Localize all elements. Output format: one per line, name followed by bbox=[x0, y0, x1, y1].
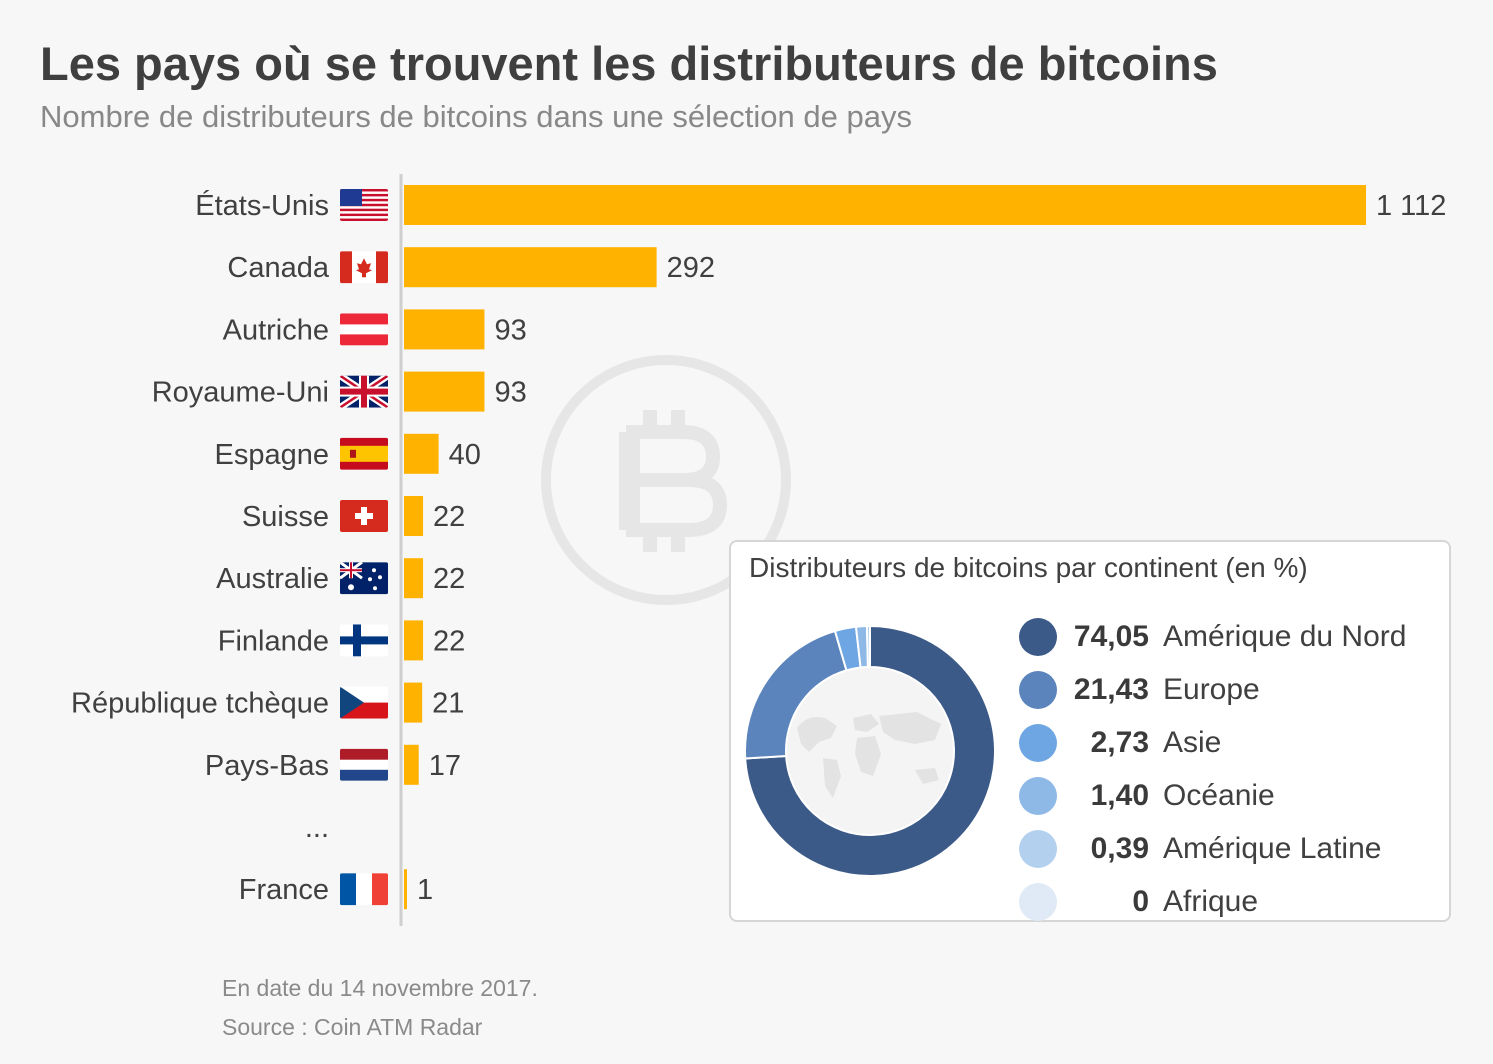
legend-value-amerique-latine: 0,39 bbox=[1090, 831, 1149, 865]
legend-item-amerique-du-nord: 74,05 Amérique du Nord bbox=[1019, 610, 1406, 663]
legend-label-oceanie: Océanie bbox=[1163, 778, 1275, 812]
bar-chart: États-Unis 1 112 Canada 292 Autriche 93 Royaum… bbox=[71, 174, 1446, 926]
flag-fi-icon bbox=[340, 624, 388, 657]
value-label-pays-bas: 17 bbox=[429, 750, 461, 782]
category-label-etats-unis: États-Unis bbox=[195, 189, 329, 222]
category-label-pays-bas: Pays-Bas bbox=[205, 750, 329, 782]
value-label-suisse: 22 bbox=[433, 501, 465, 533]
donut-title: Distributeurs de bitcoins par continent … bbox=[749, 552, 1308, 583]
legend-value-asie: 2,73 bbox=[1090, 725, 1149, 759]
legend-swatch-amerique-latine bbox=[1019, 829, 1057, 868]
value-label-etats-unis: 1 112 bbox=[1376, 190, 1446, 222]
bar-pays-bas bbox=[404, 744, 419, 785]
bar-royaume-uni bbox=[404, 371, 485, 412]
bar-france bbox=[404, 869, 407, 910]
footer-date: En date du 14 novembre 2017. bbox=[222, 975, 538, 1001]
flag-cz-icon bbox=[340, 686, 388, 719]
flag-nl-icon bbox=[340, 748, 388, 781]
value-label-republique-tcheque: 21 bbox=[432, 688, 464, 720]
bar-finlande bbox=[404, 620, 424, 661]
legend-swatch-europe bbox=[1019, 670, 1057, 709]
flag-ca-icon bbox=[340, 251, 388, 284]
legend-item-afrique: 0 Afrique bbox=[1019, 875, 1406, 928]
legend-value-afrique: 0 bbox=[1132, 884, 1149, 918]
legend-label-amerique-latine: Amérique Latine bbox=[1163, 831, 1382, 865]
bar-canada bbox=[404, 247, 657, 288]
value-label-autriche: 93 bbox=[494, 314, 526, 346]
category-label-ellipsis: ... bbox=[305, 812, 329, 844]
value-label-royaume-uni: 93 bbox=[494, 377, 526, 409]
value-label-australie: 22 bbox=[433, 563, 465, 595]
legend-label-amerique-du-nord: Amérique du Nord bbox=[1163, 619, 1407, 653]
world-map-icon bbox=[797, 712, 941, 798]
category-label-republique-tcheque: République tchèque bbox=[71, 688, 329, 720]
legend-item-oceanie: 1,40 Océanie bbox=[1019, 769, 1406, 822]
legend-value-amerique-du-nord: 74,05 bbox=[1073, 619, 1149, 653]
footer-source: Source : Coin ATM Radar bbox=[222, 1014, 483, 1040]
continent-donut-panel: Distributeurs de bitcoins par continent … bbox=[729, 540, 1451, 922]
bar-suisse bbox=[404, 496, 424, 536]
donut-slice-amerique-latine bbox=[865, 626, 871, 669]
category-label-canada: Canada bbox=[227, 252, 329, 284]
bar-republique-tcheque bbox=[404, 682, 423, 723]
legend-label-afrique: Afrique bbox=[1163, 884, 1259, 918]
category-label-australie: Australie bbox=[216, 563, 329, 595]
legend-swatch-amerique-du-nord bbox=[1019, 617, 1057, 656]
bar-etats-unis bbox=[404, 185, 1366, 225]
bar-espagne bbox=[404, 433, 439, 474]
flag-us-icon bbox=[340, 189, 388, 221]
flag-fr-icon bbox=[340, 873, 388, 906]
bar-australie bbox=[404, 558, 424, 599]
continent-donut-chart bbox=[745, 626, 995, 876]
legend-value-oceanie: 1,40 bbox=[1090, 778, 1149, 812]
flag-ch-icon bbox=[340, 500, 388, 532]
value-label-finlande: 22 bbox=[433, 625, 465, 657]
legend-item-asie: 2,73 Asie bbox=[1019, 716, 1406, 769]
legend-swatch-asie bbox=[1019, 723, 1057, 762]
legend-label-asie: Asie bbox=[1163, 725, 1222, 759]
value-label-espagne: 40 bbox=[449, 439, 481, 471]
category-label-suisse: Suisse bbox=[242, 501, 329, 533]
category-label-france: France bbox=[239, 874, 329, 906]
flag-gb-icon bbox=[340, 375, 388, 408]
legend-item-amerique-latine: 0,39 Amérique Latine bbox=[1019, 822, 1406, 875]
category-label-autriche: Autriche bbox=[223, 314, 329, 346]
donut-slice-amerique-du-nord bbox=[745, 626, 995, 876]
chart-title: Les pays où se trouvent les distributeur… bbox=[40, 37, 1218, 90]
legend-label-europe: Europe bbox=[1163, 672, 1260, 706]
value-label-canada: 292 bbox=[667, 252, 715, 284]
legend-swatch-oceanie bbox=[1019, 776, 1057, 815]
flag-es-icon bbox=[340, 437, 388, 470]
legend-item-europe: 21,43 Europe bbox=[1019, 663, 1406, 716]
category-label-royaume-uni: Royaume-Uni bbox=[152, 377, 329, 409]
category-label-espagne: Espagne bbox=[215, 439, 330, 471]
flag-at-icon bbox=[340, 313, 388, 346]
chart-subtitle: Nombre de distributeurs de bitcoins dans… bbox=[40, 99, 912, 134]
donut-legend: 74,05 Amérique du Nord 21,43 Europe 2,73 Asie… bbox=[1019, 610, 1406, 928]
flag-au-icon bbox=[340, 562, 388, 595]
bar-autriche bbox=[404, 309, 485, 350]
legend-swatch-afrique bbox=[1019, 882, 1057, 921]
category-label-finlande: Finlande bbox=[218, 625, 329, 657]
legend-value-europe: 21,43 bbox=[1073, 672, 1149, 706]
value-label-france: 1 bbox=[417, 874, 433, 906]
bitcoin-watermark-icon bbox=[541, 355, 791, 605]
